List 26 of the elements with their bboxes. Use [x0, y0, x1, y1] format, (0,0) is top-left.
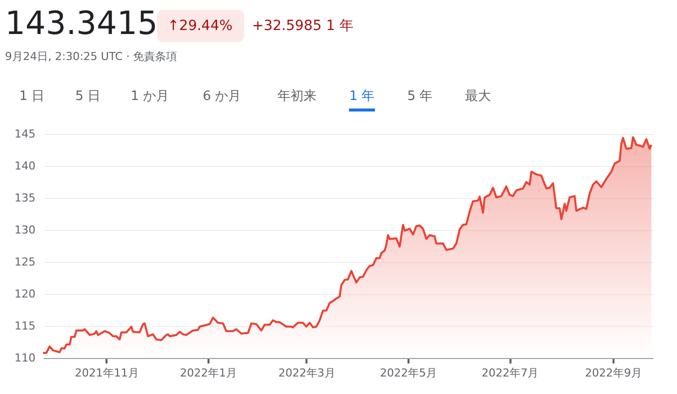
y-tick-label: 140 — [14, 160, 36, 172]
text: +32.5985 1 年 — [252, 18, 354, 34]
text: ↑29.44% — [167, 18, 233, 34]
x-tick-label: 2022年5月 — [380, 366, 437, 380]
x-tick-label: 2022年9月 — [585, 366, 642, 380]
x-tick-label: 2022年3月 — [278, 366, 336, 380]
chart-subtitle: 9月24日, 2:30:25 UTC · 免責条項 — [5, 50, 178, 63]
y-tick-label: 110 — [14, 352, 36, 364]
text: 6 か月 — [202, 89, 242, 104]
y-tick-label: 130 — [14, 224, 36, 236]
text: 最大 — [465, 89, 491, 104]
text: 1 日 — [19, 89, 45, 104]
chart-title: 143.3415 — [5, 4, 158, 42]
text: 年初来 — [278, 89, 316, 104]
text: 1 か月 — [130, 89, 170, 104]
y-tick-label: 125 — [14, 256, 36, 268]
y-tick-label: 135 — [14, 192, 36, 204]
x-tick-label: 2022年1月 — [180, 366, 237, 380]
text: 5 日 — [75, 89, 101, 104]
text: 1 年 — [349, 89, 375, 104]
x-tick-label: 2022年7月 — [482, 366, 539, 380]
y-tick-label: 115 — [14, 320, 36, 332]
y-tick-label: 120 — [14, 288, 36, 300]
y-tick-label: 145 — [14, 128, 36, 140]
text: 5 年 — [407, 89, 433, 104]
x-tick-label: 2021年11月 — [74, 366, 139, 380]
